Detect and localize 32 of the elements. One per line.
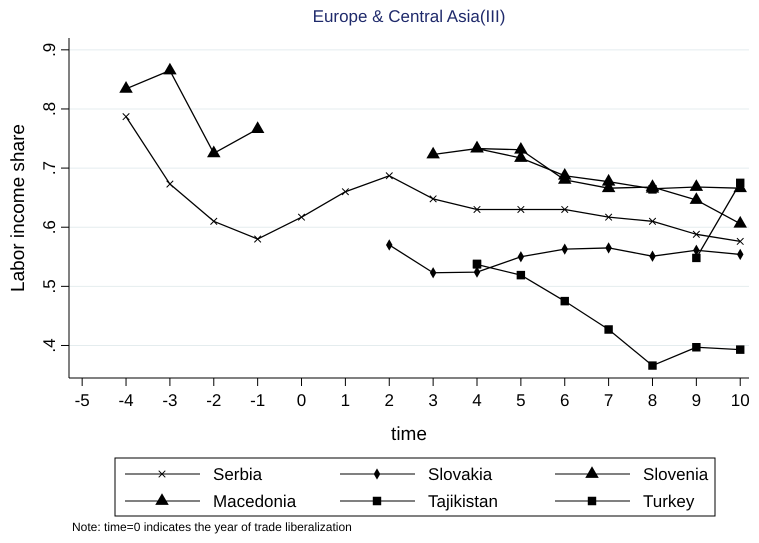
legend-label: Slovakia	[428, 465, 493, 484]
legend-label: Turkey	[643, 492, 695, 511]
x-tick-label: 0	[296, 391, 306, 410]
y-tick-label: .8	[40, 102, 59, 116]
x-tick-label: -3	[162, 391, 178, 410]
x-tick-label: -5	[74, 391, 90, 410]
y-tick-label: .9	[40, 42, 59, 57]
x-tick-label: 3	[428, 391, 438, 410]
x-axis-title: time	[391, 424, 427, 445]
x-tick-label: 7	[604, 391, 614, 410]
legend-label: Serbia	[213, 465, 263, 484]
x-tick-label: 10	[730, 391, 750, 410]
y-tick-label: .5	[40, 279, 59, 294]
x-tick-label: 8	[648, 391, 658, 410]
x-tick-label: 2	[384, 391, 394, 410]
chart-title: Europe & Central Asia(III)	[312, 7, 506, 26]
y-tick-label: .4	[40, 338, 59, 353]
x-tick-label: 4	[472, 391, 482, 410]
y-tick-label: .6	[40, 220, 59, 234]
legend-label: Macedonia	[213, 492, 297, 511]
x-tick-label: 6	[560, 391, 570, 410]
y-tick-label: .7	[40, 160, 59, 176]
y-axis-title: Labor income share	[8, 124, 29, 292]
x-tick-label: -2	[206, 391, 222, 410]
x-tick-label: 1	[340, 391, 350, 410]
text: Note: time=0 indicates the year of trade liberalization	[72, 520, 352, 534]
x-tick-label: -1	[250, 391, 266, 410]
legend-label: Slovenia	[643, 465, 709, 484]
legend-label: Tajikistan	[428, 492, 498, 511]
x-tick-label: 5	[516, 391, 526, 410]
x-tick-label: -4	[118, 391, 134, 410]
x-tick-label: 9	[692, 391, 702, 410]
